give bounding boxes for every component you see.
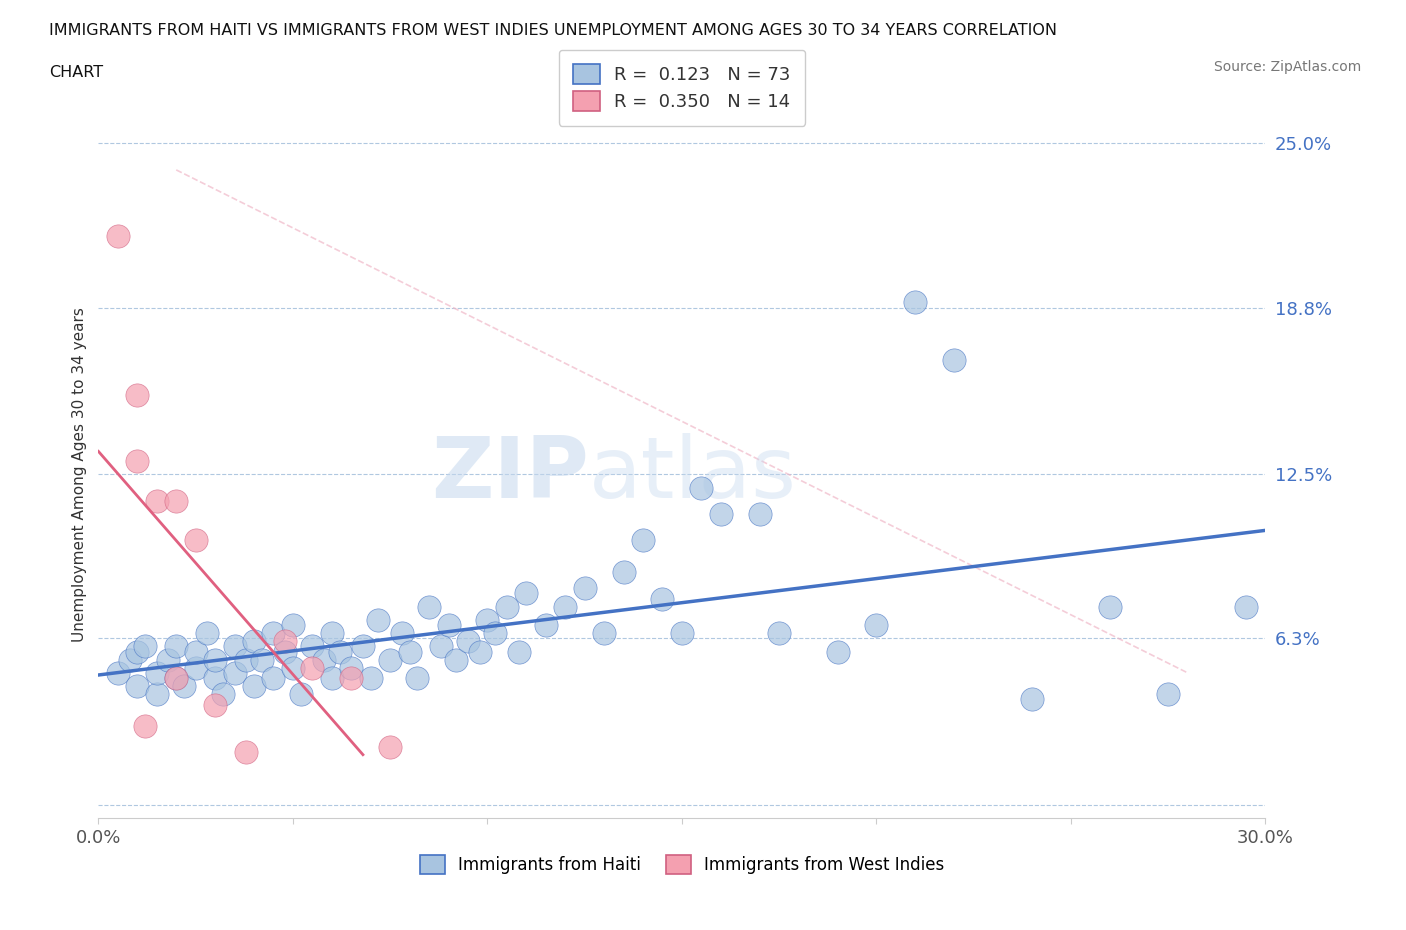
Point [904, 295, 927, 310]
Point [235, 745, 257, 760]
Point [508, 644, 530, 659]
Point [468, 644, 491, 659]
Point [107, 665, 129, 680]
Point [1157, 686, 1180, 701]
Point [290, 686, 312, 701]
Point [360, 671, 382, 685]
Point [329, 644, 352, 659]
Point [243, 633, 266, 648]
Point [301, 639, 323, 654]
Point [457, 633, 479, 648]
Point [204, 671, 226, 685]
Point [134, 639, 156, 654]
Point [262, 671, 284, 685]
Point [134, 718, 156, 733]
Point [477, 613, 499, 628]
Point [204, 652, 226, 667]
Point [195, 626, 218, 641]
Point [651, 591, 673, 606]
Point [352, 639, 374, 654]
Point [274, 633, 297, 648]
Point [748, 507, 770, 522]
Point [484, 626, 506, 641]
Point [1098, 599, 1121, 614]
Point [554, 599, 576, 614]
Point [250, 652, 273, 667]
Point [827, 644, 849, 659]
Point [281, 618, 304, 632]
Point [274, 644, 297, 659]
Point [281, 660, 304, 675]
Point [321, 671, 343, 685]
Point [184, 533, 207, 548]
Point [574, 580, 596, 595]
Point [146, 493, 169, 508]
Point [312, 652, 335, 667]
Point [212, 686, 235, 701]
Point [418, 599, 440, 614]
Point [321, 626, 343, 641]
Point [496, 599, 519, 614]
Point [165, 671, 187, 685]
Point [446, 652, 468, 667]
Text: IMMIGRANTS FROM HAITI VS IMMIGRANTS FROM WEST INDIES UNEMPLOYMENT AMONG AGES 30 : IMMIGRANTS FROM HAITI VS IMMIGRANTS FROM… [49, 23, 1057, 38]
Point [865, 618, 887, 632]
Point [146, 665, 169, 680]
Point [437, 618, 460, 632]
Point [710, 507, 733, 522]
Text: atlas: atlas [589, 432, 797, 516]
Point [243, 679, 266, 694]
Point [184, 660, 207, 675]
Point [184, 644, 207, 659]
Point [262, 626, 284, 641]
Point [165, 639, 187, 654]
Point [613, 565, 636, 579]
Point [235, 652, 257, 667]
Point [340, 671, 363, 685]
Point [429, 639, 451, 654]
Point [340, 660, 363, 675]
Point [173, 679, 195, 694]
Text: Source: ZipAtlas.com: Source: ZipAtlas.com [1213, 60, 1361, 74]
Point [118, 652, 141, 667]
Point [127, 388, 149, 403]
Point [391, 626, 413, 641]
Point [224, 639, 246, 654]
Point [593, 626, 616, 641]
Point [1234, 599, 1257, 614]
Point [127, 454, 149, 469]
Point [380, 652, 402, 667]
Point [127, 644, 149, 659]
Point [301, 660, 323, 675]
Text: CHART: CHART [49, 65, 103, 80]
Legend: Immigrants from Haiti, Immigrants from West Indies: Immigrants from Haiti, Immigrants from W… [408, 844, 956, 885]
Point [398, 644, 420, 659]
Point [943, 353, 966, 368]
Point [380, 739, 402, 754]
Point [367, 613, 389, 628]
Point [224, 665, 246, 680]
Point [534, 618, 557, 632]
Point [204, 698, 226, 712]
Point [768, 626, 790, 641]
Point [406, 671, 429, 685]
Point [690, 480, 713, 495]
Point [165, 493, 187, 508]
Point [165, 671, 187, 685]
Point [671, 626, 693, 641]
Point [515, 586, 537, 601]
Point [157, 652, 180, 667]
Y-axis label: Unemployment Among Ages 30 to 34 years: Unemployment Among Ages 30 to 34 years [72, 307, 87, 642]
Text: ZIP: ZIP [430, 432, 589, 516]
Point [107, 229, 129, 244]
Point [127, 679, 149, 694]
Point [146, 686, 169, 701]
Point [1021, 692, 1043, 707]
Point [631, 533, 654, 548]
